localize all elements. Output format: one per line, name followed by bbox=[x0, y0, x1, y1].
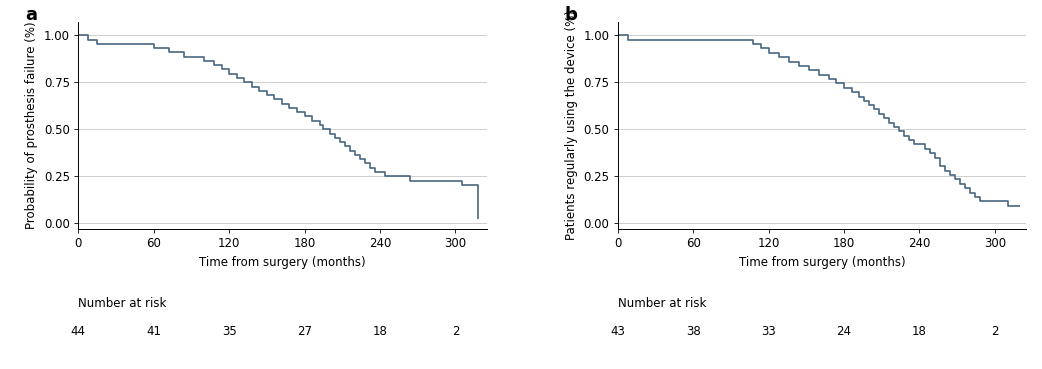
Y-axis label: Probability of prosthesis failure (%): Probability of prosthesis failure (%) bbox=[25, 22, 39, 229]
X-axis label: Time from surgery (months): Time from surgery (months) bbox=[739, 256, 905, 269]
Text: 41: 41 bbox=[146, 325, 162, 338]
Text: 33: 33 bbox=[762, 325, 776, 338]
Text: 18: 18 bbox=[912, 325, 927, 338]
Text: Number at risk: Number at risk bbox=[78, 297, 167, 310]
Text: Number at risk: Number at risk bbox=[618, 297, 706, 310]
Text: 44: 44 bbox=[71, 325, 85, 338]
Text: 43: 43 bbox=[611, 325, 625, 338]
Y-axis label: Patients regularly using the device (%): Patients regularly using the device (%) bbox=[565, 11, 577, 240]
Text: a: a bbox=[25, 6, 38, 24]
Text: 2: 2 bbox=[991, 325, 998, 338]
Text: 35: 35 bbox=[222, 325, 237, 338]
Text: 24: 24 bbox=[837, 325, 851, 338]
Text: b: b bbox=[565, 6, 577, 24]
Text: 38: 38 bbox=[686, 325, 700, 338]
X-axis label: Time from surgery (months): Time from surgery (months) bbox=[199, 256, 366, 269]
Text: 2: 2 bbox=[451, 325, 460, 338]
Text: 27: 27 bbox=[297, 325, 312, 338]
Text: 18: 18 bbox=[373, 325, 388, 338]
